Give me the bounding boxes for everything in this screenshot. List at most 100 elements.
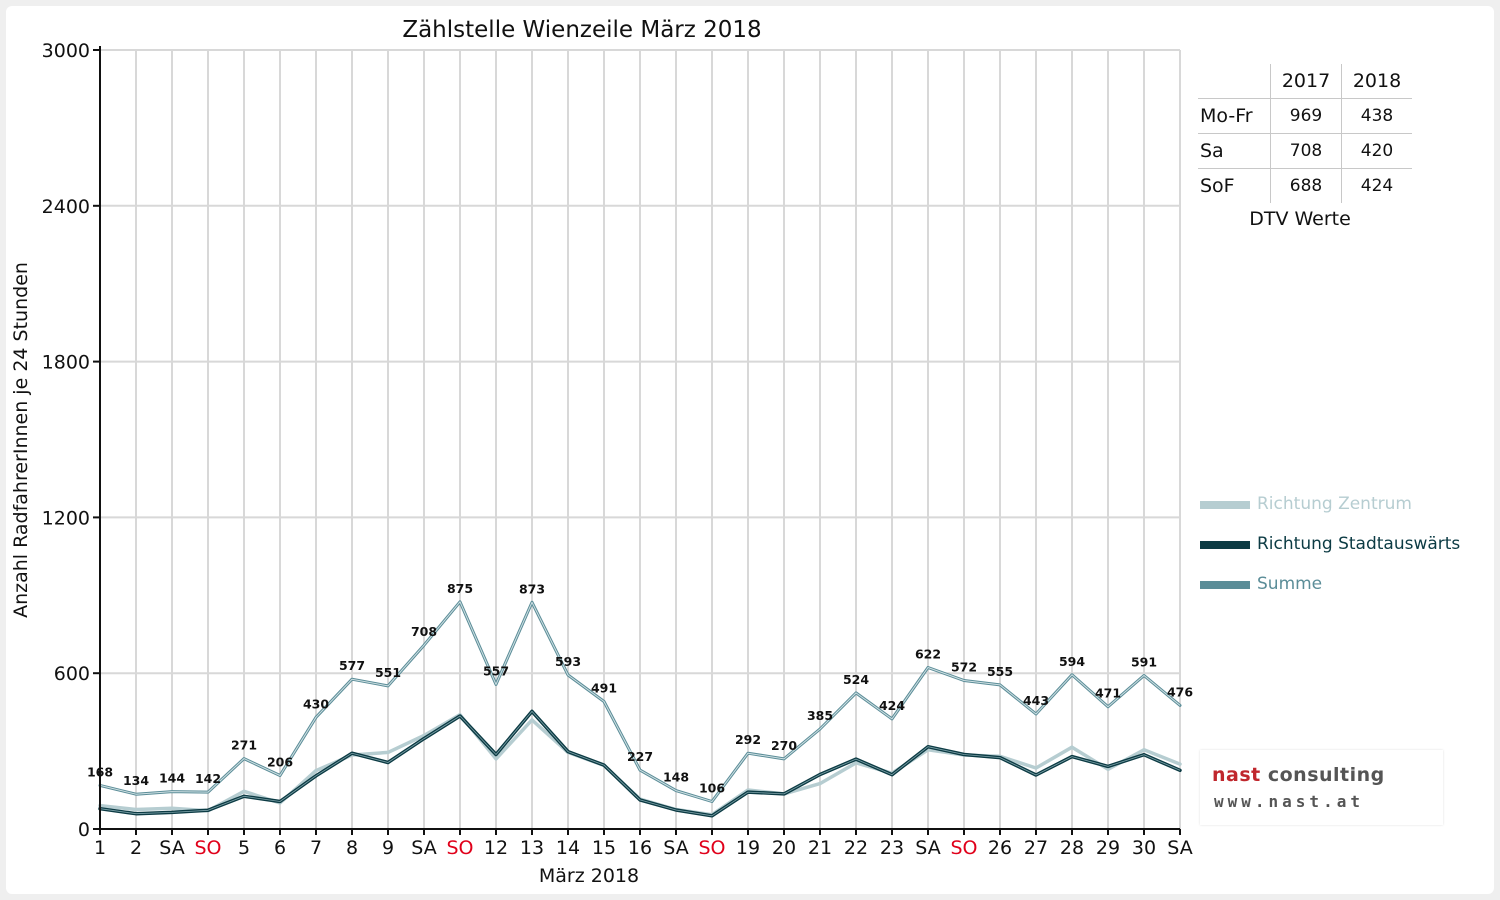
dtv-value-2017: 708 [1270, 133, 1342, 169]
dtv-header-2017: 2017 [1270, 64, 1342, 99]
data-label-summe: 148 [663, 770, 689, 785]
x-tick-label: 7 [310, 837, 322, 859]
x-tick-label: 9 [382, 837, 394, 859]
x-tick-label: 30 [1132, 837, 1156, 859]
x-tick-label: 2 [130, 837, 142, 859]
data-label-summe: 471 [1095, 686, 1121, 701]
y-tick-label: 1800 [42, 352, 90, 374]
x-axis-title: März 2018 [539, 865, 639, 887]
data-label-summe: 443 [1023, 693, 1049, 708]
data-label-summe: 424 [879, 698, 905, 713]
dtv-table: 2017 2018 Mo-Fr 969 438 Sa 708 420 SoF 6… [1198, 64, 1412, 203]
x-tick-label: SO [950, 837, 977, 859]
data-label-summe: 622 [915, 646, 941, 661]
data-label-summe: 271 [231, 738, 257, 753]
y-axis-title: Anzahl RadfahrerInnen je 24 Stunden [10, 262, 32, 618]
x-tick-label: 14 [556, 837, 580, 859]
dtv-value-2017: 969 [1270, 98, 1342, 134]
dtv-header-row: 2017 2018 [1198, 64, 1412, 99]
x-tick-label: SA [159, 837, 184, 859]
logo-name-part1: nast [1212, 764, 1261, 786]
data-labels: 168 134 144 142 271 206 430 577 551 708 875 557 873 5… [87, 581, 1193, 796]
data-label-summe: 708 [411, 624, 437, 639]
data-label-summe: 551 [375, 665, 401, 680]
x-tick-label: SA [663, 837, 688, 859]
dtv-value-2017: 688 [1270, 168, 1342, 203]
x-tick-label: SA [411, 837, 436, 859]
x-tick-label: 26 [988, 837, 1012, 859]
x-tick-label: 1 [94, 837, 106, 859]
data-label-summe: 577 [339, 658, 365, 673]
x-tick-label: 15 [592, 837, 616, 859]
x-tick-label: 22 [844, 837, 868, 859]
x-tick-label: 5 [238, 837, 250, 859]
legend-label: Richtung Stadtauswärts [1257, 534, 1461, 554]
dtv-row-label: SoF [1200, 175, 1235, 197]
dtv-row: Sa 708 420 [1198, 133, 1412, 169]
data-label-summe: 873 [519, 581, 545, 596]
chart-title: Zählstelle Wienzeile März 2018 [402, 17, 761, 43]
x-tick-label: SA [1167, 837, 1192, 859]
data-label-summe: 524 [843, 672, 869, 687]
y-tick-label: 2400 [42, 196, 90, 218]
data-label-summe: 385 [807, 708, 833, 723]
data-label-summe: 206 [267, 755, 293, 770]
series-lines [98, 600, 1182, 818]
dtv-row-label: Sa [1198, 133, 1271, 169]
x-tick-label: 29 [1096, 837, 1120, 859]
series-line-summe-highlight [99, 601, 1181, 802]
dtv-row: SoF 688 424 [1198, 168, 1412, 203]
dtv-value-2018: 420 [1341, 133, 1412, 169]
x-tick-label: 23 [880, 837, 904, 859]
x-tick-label: SO [446, 837, 473, 859]
logo-name-part2: consulting [1260, 764, 1385, 786]
data-label-summe: 591 [1131, 655, 1157, 670]
legend-swatch [1200, 581, 1250, 589]
data-label-summe: 227 [627, 749, 653, 764]
data-label-summe: 106 [699, 780, 725, 795]
dtv-value-2018: 438 [1341, 98, 1412, 134]
data-label-summe: 593 [555, 654, 581, 669]
data-label-summe: 572 [951, 659, 977, 674]
dtv-row-label: Mo-Fr [1198, 98, 1271, 134]
data-label-summe: 491 [591, 681, 617, 696]
dtv-row: Mo-Fr 969 438 [1198, 98, 1412, 134]
data-label-summe: 270 [771, 738, 797, 753]
x-tick-label: SO [194, 837, 221, 859]
dtv-caption: DTV Werte [1249, 208, 1351, 230]
legend-label: Summe [1257, 574, 1323, 594]
data-label-summe: 476 [1167, 684, 1193, 699]
data-label-summe: 875 [447, 581, 473, 596]
logo-name: nast consulting [1212, 764, 1385, 786]
x-tick-label: SA [915, 837, 940, 859]
x-tick-label: SO [698, 837, 725, 859]
data-label-summe: 555 [987, 664, 1013, 679]
data-label-summe: 134 [123, 773, 149, 788]
x-tick-label: 16 [628, 837, 652, 859]
y-tick-label: 0 [78, 819, 90, 841]
x-tick-label: 21 [808, 837, 832, 859]
data-label-summe: 594 [1059, 654, 1085, 669]
company-logo: nast consulting www.nast.at [1200, 750, 1443, 825]
data-label-summe: 430 [303, 696, 329, 711]
dtv-header-2018: 2018 [1341, 64, 1412, 99]
x-tick-label: 12 [484, 837, 508, 859]
legend-swatch [1200, 541, 1250, 549]
grid [100, 49, 1181, 829]
data-label-summe: 557 [483, 663, 509, 678]
dtv-header-empty [1198, 64, 1271, 99]
x-tick-label: 19 [736, 837, 760, 859]
legend-label: Richtung Zentrum [1257, 494, 1412, 514]
y-tick-label: 1200 [42, 507, 90, 529]
series-line-stadtauswaerts-highlight [99, 711, 1181, 817]
logo-url: www.nast.at [1214, 792, 1364, 811]
data-label-summe: 292 [735, 732, 761, 747]
legend-swatch [1200, 501, 1250, 509]
x-tick-label: 8 [346, 837, 358, 859]
x-tick-label: 28 [1060, 837, 1084, 859]
y-tick-label: 3000 [42, 40, 90, 62]
data-label-summe: 142 [195, 771, 221, 786]
data-label-summe: 144 [159, 771, 185, 786]
